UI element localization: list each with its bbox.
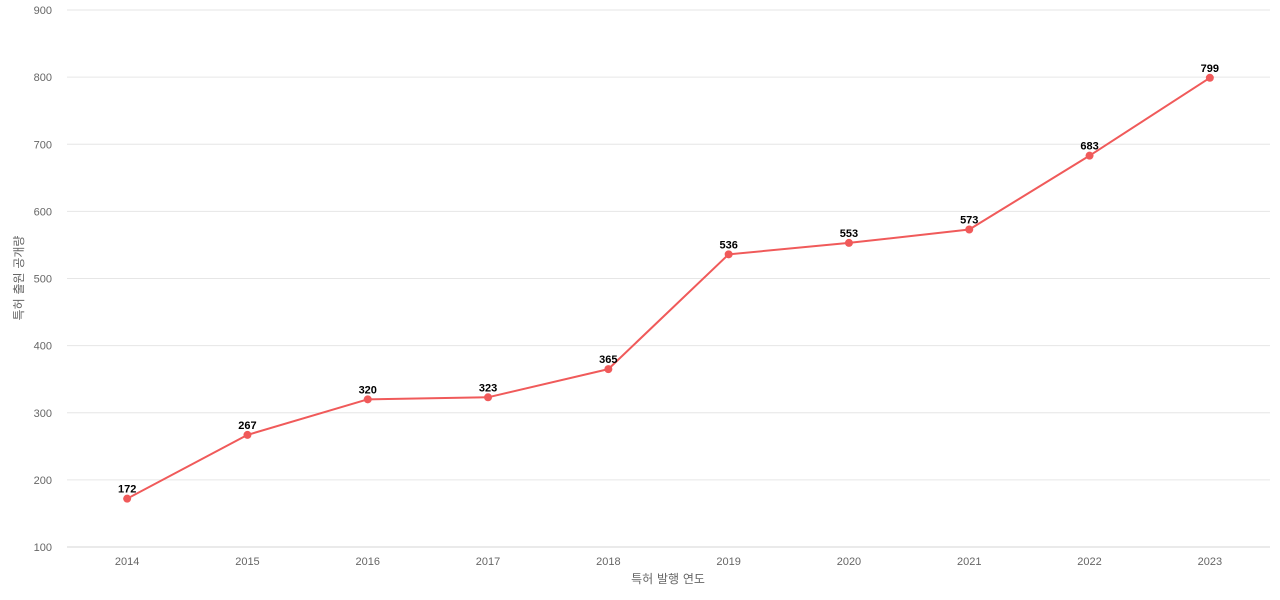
data-point bbox=[243, 430, 252, 439]
data-label: 799 bbox=[1201, 63, 1219, 75]
x-axis-title: 특허 발행 연도 bbox=[631, 571, 705, 586]
y-tick-label: 400 bbox=[34, 341, 52, 353]
x-tick-label: 2021 bbox=[957, 556, 981, 568]
x-tick-label: 2022 bbox=[1077, 556, 1101, 568]
x-tick-label: 2018 bbox=[596, 556, 620, 568]
data-point bbox=[965, 225, 974, 234]
x-tick-label: 2015 bbox=[235, 556, 259, 568]
data-point bbox=[1085, 151, 1094, 160]
y-tick-label: 900 bbox=[34, 5, 52, 17]
data-point bbox=[363, 395, 372, 404]
data-label: 683 bbox=[1080, 141, 1098, 153]
data-label: 573 bbox=[960, 214, 978, 226]
x-tick-label: 2014 bbox=[115, 556, 139, 568]
data-label: 323 bbox=[479, 382, 497, 394]
data-label: 267 bbox=[238, 420, 256, 432]
x-tick-label: 2017 bbox=[476, 556, 500, 568]
x-tick-label: 2020 bbox=[837, 556, 861, 568]
axis-layer: 100 200 300 400 500 600 700 800 900 2014 2015 2016 2… bbox=[34, 5, 1270, 568]
y-tick-label: 700 bbox=[34, 139, 52, 151]
y-tick-label: 200 bbox=[34, 475, 52, 487]
y-tick-label: 500 bbox=[34, 274, 52, 286]
x-tick-label: 2019 bbox=[716, 556, 740, 568]
y-tick-label: 100 bbox=[34, 542, 52, 554]
data-point bbox=[604, 365, 613, 374]
y-axis-title: 특허 출원 공개량 bbox=[12, 236, 26, 321]
y-tick-label: 300 bbox=[34, 408, 52, 420]
y-tick-label: 600 bbox=[34, 206, 52, 218]
series-line bbox=[126, 76, 1211, 500]
data-point bbox=[123, 494, 132, 503]
data-point bbox=[1205, 73, 1214, 82]
label-layer: 172 267 320 323 365 536 553 573 683 799 bbox=[118, 63, 1219, 496]
data-label: 553 bbox=[840, 228, 858, 240]
series-layer bbox=[123, 73, 1214, 503]
x-tick-label: 2016 bbox=[356, 556, 380, 568]
data-label: 536 bbox=[719, 239, 737, 251]
y-tick-label: 800 bbox=[34, 72, 52, 84]
data-label: 365 bbox=[599, 354, 617, 366]
data-label: 320 bbox=[359, 384, 377, 396]
x-tick-label: 2023 bbox=[1198, 556, 1222, 568]
data-point bbox=[724, 250, 733, 259]
data-point bbox=[844, 238, 853, 247]
data-label: 172 bbox=[118, 484, 136, 496]
data-point bbox=[484, 393, 493, 402]
grid-layer bbox=[67, 9, 1270, 481]
